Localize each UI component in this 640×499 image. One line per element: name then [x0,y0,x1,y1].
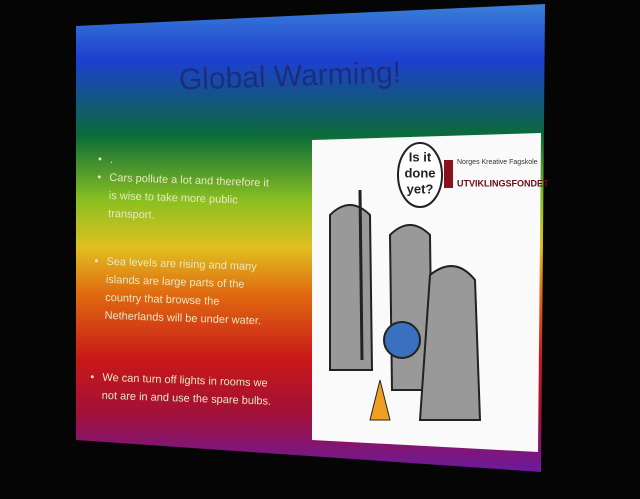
logo-mark [444,160,453,188]
logo-line: UTVIKLINGSFONDET [457,178,549,188]
speech-text: done [404,165,435,180]
globe [384,322,420,358]
photo: Global Warming! •.•Cars pollute a lot an… [0,0,640,499]
bullet-marker: • [94,255,98,267]
bullet-marker: • [90,371,94,383]
bullet-marker: • [98,153,102,165]
logo-line: Norges Kreative Fagskole [457,159,538,166]
bullet-text: transport. [108,208,155,222]
bullet-marker: • [97,171,101,183]
speech-text: yet? [407,181,434,196]
reaper [330,205,372,370]
bullet-text: . [110,154,113,166]
reaper [420,266,480,420]
speech-text: Is it [409,149,432,164]
scythe [360,190,362,360]
